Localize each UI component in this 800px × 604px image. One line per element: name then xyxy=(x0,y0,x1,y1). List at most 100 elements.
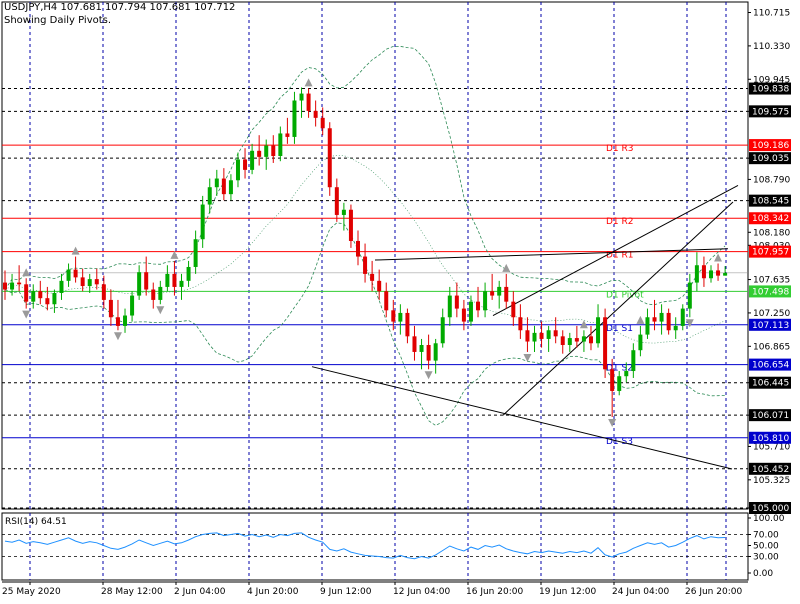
rsi-tick-label: 0.00 xyxy=(753,569,773,579)
candle-body xyxy=(235,159,240,181)
price-tick-label: 106.865 xyxy=(753,342,790,352)
candle-body xyxy=(483,291,488,311)
x-tick-label: 4 Jun 20:00 xyxy=(247,587,299,597)
candle-body xyxy=(320,117,325,129)
price-level-box xyxy=(749,194,791,207)
price-tick-label: 105.325 xyxy=(753,476,790,486)
candle-body xyxy=(151,289,156,300)
candle-body xyxy=(405,312,410,337)
candle-body xyxy=(17,282,22,285)
price-level-label: 106.654 xyxy=(752,361,789,371)
candle-body xyxy=(306,93,311,111)
fractal-up-marker xyxy=(170,250,179,259)
candle-body xyxy=(588,336,593,344)
price-level-box xyxy=(749,318,791,331)
rsi-tick-label: 50.00 xyxy=(753,542,779,552)
x-tick-label: 16 Jun 20:00 xyxy=(466,587,523,597)
candle-body xyxy=(673,325,678,331)
candle-body xyxy=(680,308,685,326)
candle-body xyxy=(497,286,502,296)
price-level-box xyxy=(749,376,791,389)
price-level-label: 108.545 xyxy=(752,197,789,207)
candle-body xyxy=(603,317,608,370)
candle-body xyxy=(454,295,459,309)
x-tick-label: 28 May 12:00 xyxy=(101,587,163,597)
candle-body xyxy=(186,266,191,281)
candle-body xyxy=(652,317,657,322)
candle-body xyxy=(31,291,36,302)
price-level-label: 106.071 xyxy=(752,411,789,421)
candle-body xyxy=(370,273,375,281)
price-tick-label: 108.790 xyxy=(753,175,790,185)
candle-body xyxy=(567,338,572,346)
candle-body xyxy=(617,376,622,391)
price-tick-label: 107.250 xyxy=(753,309,790,319)
price-tick-label: 107.635 xyxy=(753,276,790,286)
candle-body xyxy=(518,317,523,331)
price-level-box xyxy=(749,212,791,225)
fractal-down-marker xyxy=(424,371,433,380)
candle-body xyxy=(701,265,706,279)
price-level-label: 108.342 xyxy=(752,214,789,224)
price-level-label: 109.186 xyxy=(752,141,789,151)
candle-body xyxy=(391,310,396,322)
fractal-up-marker xyxy=(22,268,31,277)
candle-body xyxy=(292,100,297,137)
pivot-name-label: D1 R3 xyxy=(606,144,634,154)
candle-body xyxy=(214,178,219,188)
x-tick-label: 9 Jun 12:00 xyxy=(320,587,372,597)
candle-body xyxy=(363,256,368,274)
trendline-rising-lower xyxy=(502,201,734,416)
price-tick-label: 105.710 xyxy=(753,442,790,452)
candle-body xyxy=(412,336,417,352)
candle-body xyxy=(716,270,721,276)
price-tick-label: 110.330 xyxy=(753,42,790,52)
upper-band xyxy=(4,46,726,306)
price-tick-label: 109.945 xyxy=(753,75,790,85)
fractal-down-marker xyxy=(685,319,694,328)
price-level-label: 105.810 xyxy=(752,434,789,444)
candle-body xyxy=(87,279,92,287)
candle-body xyxy=(659,312,664,322)
candle-body xyxy=(384,291,389,311)
candle-body xyxy=(94,279,99,285)
candle-body xyxy=(228,180,233,195)
candle-body xyxy=(80,277,85,287)
candle-body xyxy=(694,265,699,283)
chart-subtitle: Showing Daily Pivots. xyxy=(4,15,112,26)
candle-body xyxy=(709,270,713,279)
candle-body xyxy=(348,209,353,241)
candle-body xyxy=(645,317,650,335)
candle-body xyxy=(624,371,629,377)
candle-body xyxy=(285,133,290,137)
candle-body xyxy=(130,295,135,316)
fractal-down-marker xyxy=(22,310,31,319)
candle-body xyxy=(426,345,431,361)
candle-body xyxy=(299,93,304,101)
candle-body xyxy=(553,330,558,337)
candle-body xyxy=(264,145,269,157)
candle-body xyxy=(461,308,466,322)
candle-body xyxy=(327,128,332,188)
price-level-label: 107.957 xyxy=(752,248,789,258)
x-tick-label: 25 May 2020 xyxy=(2,587,61,597)
price-level-box xyxy=(749,502,791,514)
fractal-up-marker xyxy=(304,78,313,87)
candle-body xyxy=(59,280,64,293)
candle-body xyxy=(377,280,382,292)
price-level-box xyxy=(749,82,791,95)
rsi-label: RSI(14) 64.51 xyxy=(5,517,67,527)
candle-body xyxy=(525,330,530,342)
fractal-down-marker xyxy=(113,332,122,341)
candle-body xyxy=(179,280,184,287)
fractal-up-marker xyxy=(636,315,645,324)
rsi-tick-label: 100.00 xyxy=(753,514,785,524)
pivot-name-label: D1 S1 xyxy=(606,324,633,334)
candle-body xyxy=(313,110,318,118)
price-level-box xyxy=(749,152,791,165)
candle-body xyxy=(539,332,544,339)
candle-body xyxy=(52,292,57,305)
candle-body xyxy=(207,187,212,205)
candle-body xyxy=(278,133,283,156)
